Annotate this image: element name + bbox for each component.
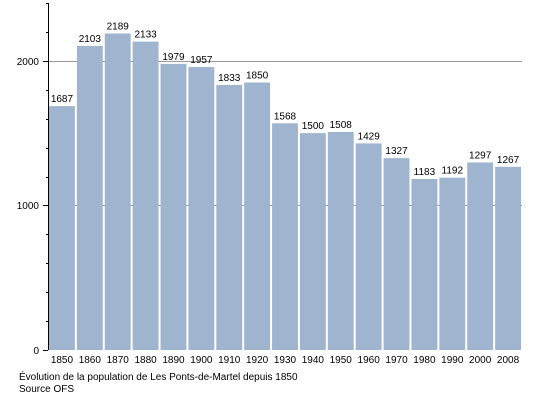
bar-1860 [76,45,103,350]
bar-value-label-2008: 1267 [497,155,520,166]
bar-1930 [272,123,298,350]
x-tick-label-2000: 2000 [469,355,492,366]
bar-1990 [439,177,466,350]
bar-2008 [495,166,521,350]
x-tick-label-1850: 1850 [51,355,74,366]
bar-value-label-1970: 1327 [385,146,408,157]
bar-value-label-1950: 1508 [330,120,353,131]
x-axis-tick-labels: 1850 1860 1870 1880 1890 1900 1910 1920 1930 1940… [51,355,520,366]
bar-1890 [160,63,187,351]
x-tick-label-2008: 2008 [497,355,520,366]
x-tick-label-1940: 1940 [302,355,325,366]
x-tick-label-1920: 1920 [246,355,269,366]
bar-1920 [244,82,271,350]
bar-value-label-1960: 1429 [358,131,381,142]
bar-value-label-1920: 1850 [246,71,269,82]
bar-1900 [188,67,215,350]
x-tick-label-1910: 1910 [218,355,241,366]
bar-1970 [383,158,410,350]
bar-value-label-1880: 2133 [134,30,157,41]
bar-value-labels: 1687 2103 2189 2133 1979 1957 1833 1850 1568 1500… [51,22,520,178]
y-tick-label-0: 0 [33,346,39,357]
x-tick-label-1980: 1980 [413,355,436,366]
bar-value-label-1900: 1957 [190,55,213,66]
bar-value-label-2000: 1297 [469,150,492,161]
bar-value-label-1850: 1687 [51,94,74,105]
bar-value-label-1980: 1183 [414,167,436,178]
bar-value-label-1890: 1979 [162,52,185,63]
bar-value-label-1990: 1192 [442,166,464,177]
bar-1910 [216,84,243,350]
x-tick-label-1900: 1900 [190,355,213,366]
bars [49,33,521,351]
y-axis: 0 1000 2000 [17,3,49,357]
x-tick-label-1860: 1860 [79,355,102,366]
bar-1870 [104,33,131,351]
y-tick-label-1000: 1000 [17,201,40,212]
x-tick-label-1970: 1970 [385,355,408,366]
chart-source: Source OFS [19,384,75,395]
chart-caption: Évolution de la population de Les Ponts-… [19,372,298,383]
y-tick-label-2000: 2000 [17,57,40,68]
x-tick-label-1950: 1950 [330,355,353,366]
x-tick-label-1890: 1890 [162,355,185,366]
bar-1980 [411,178,438,350]
x-tick-label-1960: 1960 [358,355,381,366]
bar-value-label-1860: 2103 [79,34,102,45]
bar-1880 [132,41,159,350]
bar-value-label-1910: 1833 [218,73,241,84]
x-tick-label-1990: 1990 [441,355,464,366]
bar-value-label-1940: 1500 [302,121,325,132]
bar-value-label-1870: 2189 [107,22,130,33]
bar-1960 [355,143,382,350]
x-tick-label-1870: 1870 [107,355,130,366]
bar-1950 [327,131,354,350]
x-tick-label-1930: 1930 [274,355,297,366]
bar-2000 [467,162,494,350]
bar-value-label-1930: 1568 [274,111,297,122]
bar-1850 [49,106,75,350]
x-tick-label-1880: 1880 [134,355,157,366]
bar-1940 [299,133,326,350]
